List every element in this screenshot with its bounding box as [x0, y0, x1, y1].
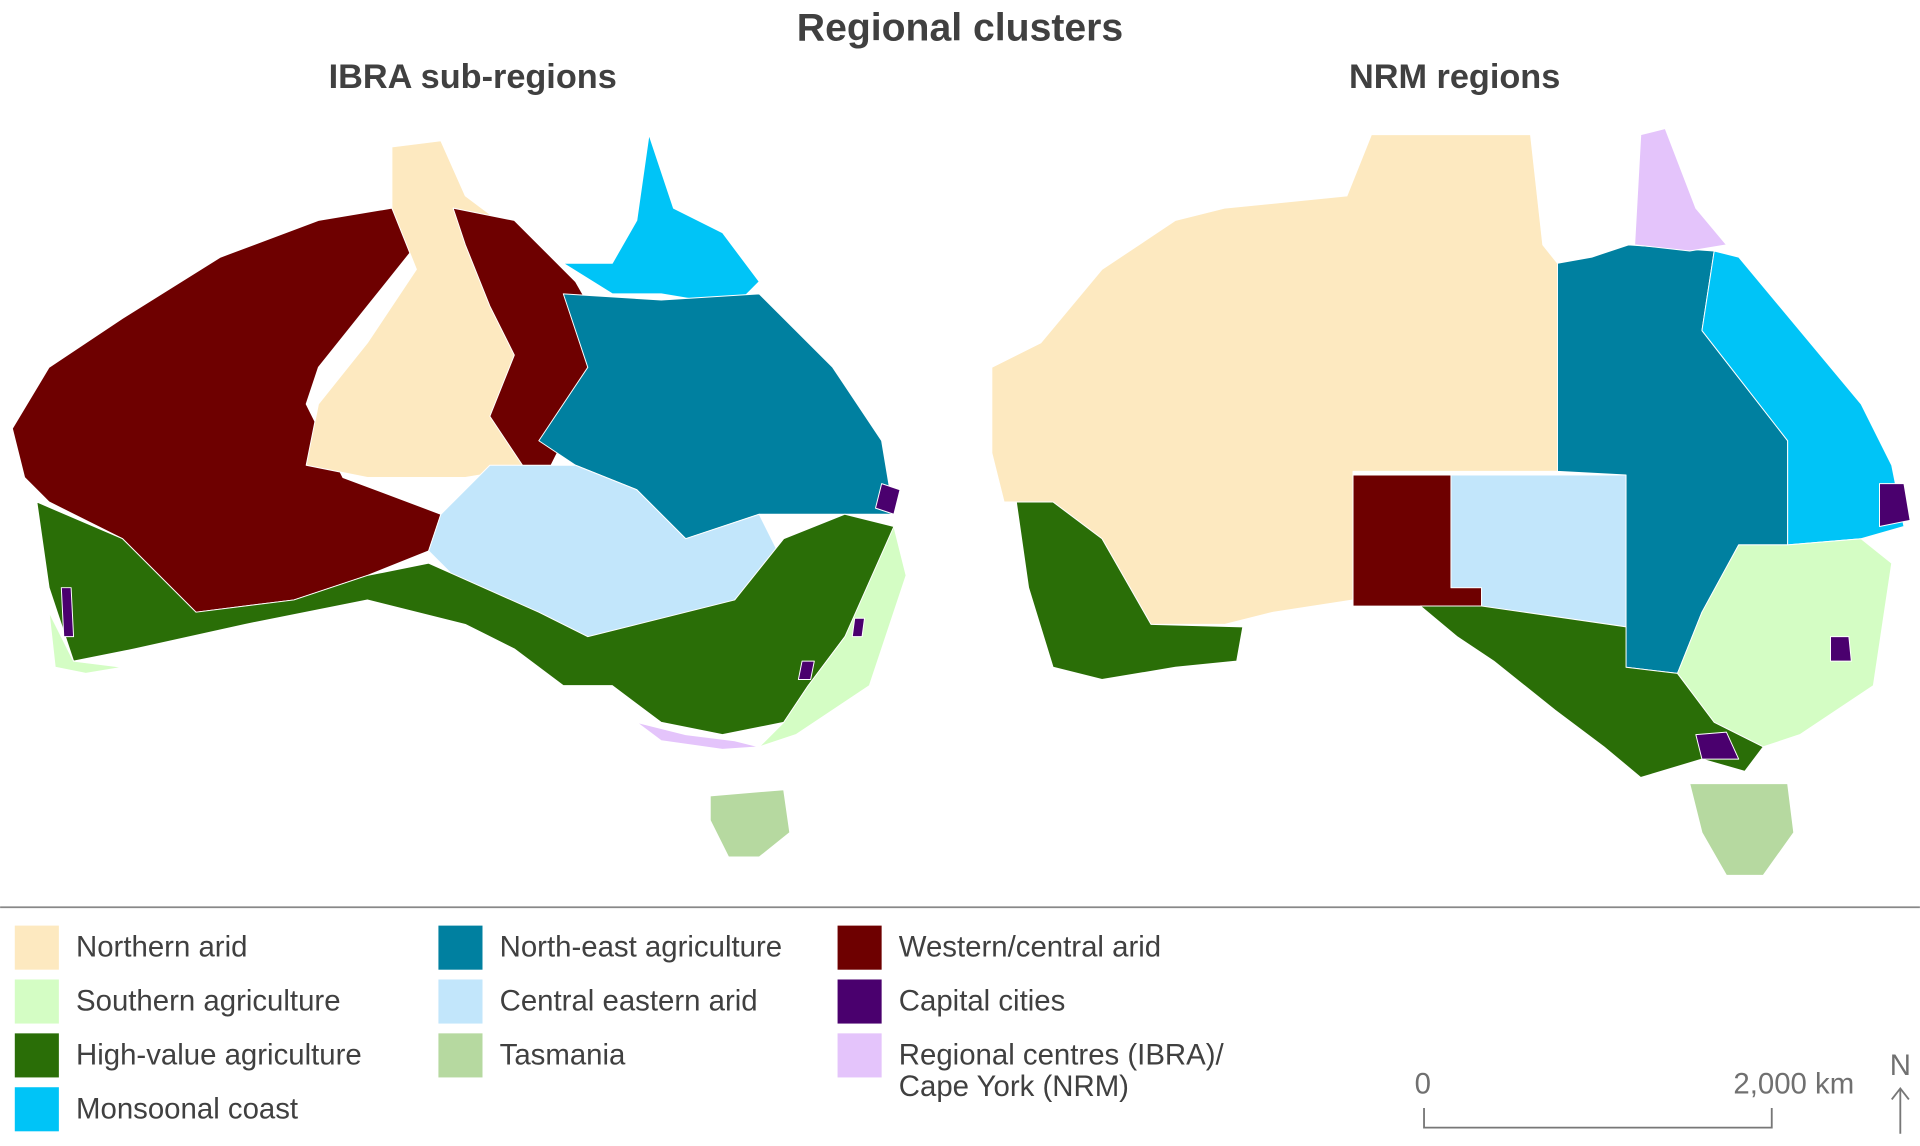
- north-arrow: N: [1890, 1049, 1911, 1134]
- legend-swatch: [14, 925, 59, 970]
- region: [636, 721, 760, 750]
- scale-line: [1423, 1108, 1773, 1129]
- legend-swatch: [837, 925, 882, 970]
- map-title: IBRA sub-regions: [329, 58, 617, 96]
- legend-swatch: [438, 925, 483, 970]
- legend-label: Cape York (NRM): [899, 1070, 1129, 1103]
- arrow-head: [1891, 1086, 1910, 1101]
- legend-swatch: [14, 979, 59, 1024]
- legend: Northern arid Southern agriculture High-va…: [14, 925, 1225, 1132]
- legend-label: North-east agriculture: [500, 931, 782, 964]
- region: [562, 134, 760, 307]
- nrm-map: [991, 128, 1911, 876]
- region: [709, 789, 791, 858]
- legend-swatch: [438, 979, 483, 1024]
- legend-swatch: [438, 1033, 483, 1078]
- region: [538, 293, 895, 540]
- region: [875, 483, 901, 515]
- region: [48, 611, 124, 674]
- scale-bar: 0 2,000 km: [1415, 1067, 1854, 1129]
- legend-swatch: [14, 1033, 59, 1078]
- region: [1695, 731, 1740, 760]
- legend-label: Capital cities: [899, 985, 1066, 1018]
- region: [1634, 128, 1727, 252]
- legend-swatch: [14, 1087, 59, 1132]
- region: [1419, 605, 1764, 778]
- region: [797, 660, 815, 681]
- region: [1879, 483, 1911, 527]
- region: [1701, 250, 1905, 546]
- legend-label: Regional centres (IBRA)/: [899, 1038, 1225, 1071]
- region: [851, 617, 865, 638]
- ibra-map: [11, 134, 907, 858]
- scale-label: 2,000 km: [1733, 1067, 1854, 1100]
- map-title: NRM regions: [1349, 58, 1560, 96]
- legend-label: Northern arid: [76, 931, 247, 964]
- legend-label: High-value agriculture: [76, 1038, 362, 1071]
- legend-swatch: [837, 1033, 882, 1078]
- region: [1689, 783, 1795, 876]
- legend-label: Western/central arid: [899, 931, 1161, 964]
- scale-label: 0: [1415, 1067, 1431, 1100]
- north-label: N: [1890, 1049, 1911, 1082]
- region: [1015, 501, 1244, 681]
- figure-title: Regional clusters: [797, 6, 1123, 49]
- region: [758, 525, 907, 748]
- region: [60, 587, 75, 638]
- legend-label: Monsoonal coast: [76, 1092, 298, 1125]
- legend-label: Tasmania: [500, 1038, 626, 1071]
- legend-label: Central eastern arid: [500, 985, 758, 1018]
- legend-swatch: [837, 979, 882, 1024]
- region: [1830, 636, 1852, 662]
- legend-label: Southern agriculture: [76, 985, 341, 1018]
